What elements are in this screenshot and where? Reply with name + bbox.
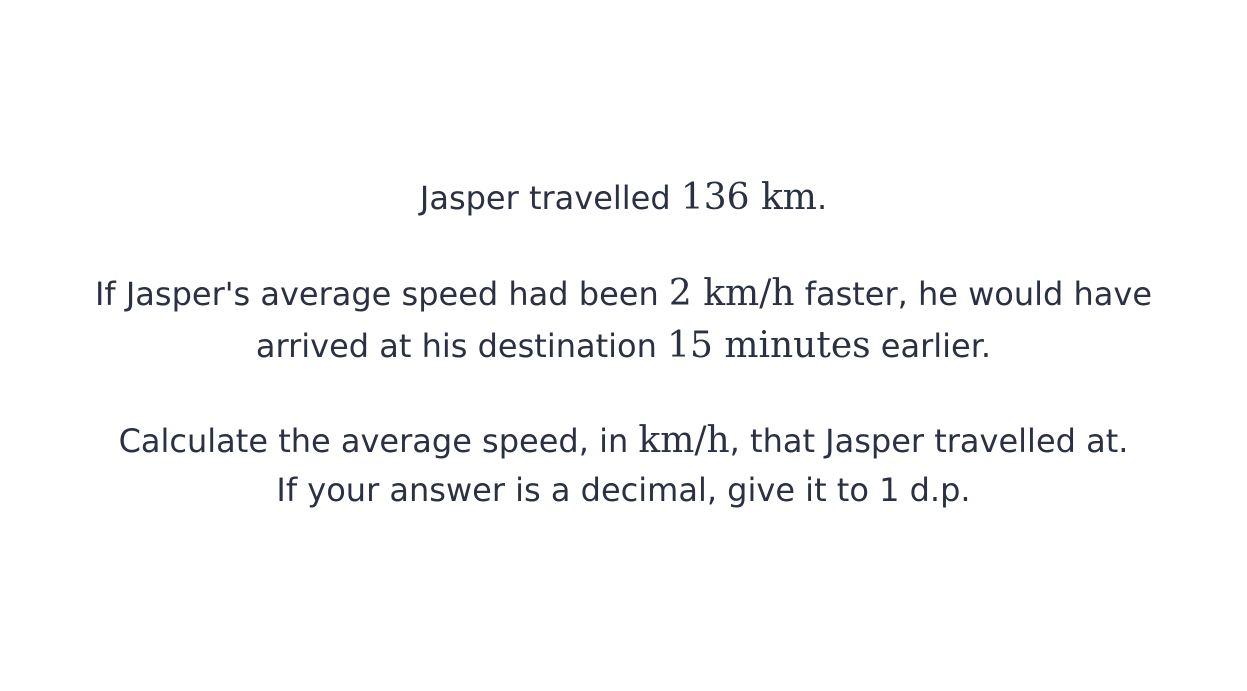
rounding-instruction: If your answer is a decimal, give it to … — [276, 471, 971, 509]
speed-increase-value: 2 km/h — [668, 273, 795, 314]
distance-value: 136 km — [680, 177, 817, 218]
arrival-text: arrived at his destination — [255, 327, 668, 365]
distance-statement-end: . — [816, 179, 828, 217]
arrival-text-end: earlier. — [870, 327, 992, 365]
instruction-line-2: If your answer is a decimal, give it to … — [0, 470, 1247, 510]
distance-statement: Jasper travelled 136 km. — [0, 178, 1247, 218]
speed-condition-line-1: If Jasper's average speed had been 2 km/… — [0, 274, 1247, 314]
speed-condition-text: If Jasper's average speed had been — [94, 275, 669, 313]
speed-condition-line-2: arrived at his destination 15 minutes ea… — [0, 326, 1247, 366]
speed-condition-text-end: faster, he would have — [794, 275, 1153, 313]
time-saved-value: 15 minutes — [667, 325, 871, 366]
instruction-text: Calculate the average speed, in — [118, 422, 639, 460]
distance-statement-text: Jasper travelled — [419, 179, 681, 217]
instruction-line-1: Calculate the average speed, in km/h, th… — [0, 421, 1247, 461]
speed-unit: km/h — [638, 420, 730, 461]
instruction-text-end: , that Jasper travelled at. — [729, 422, 1129, 460]
